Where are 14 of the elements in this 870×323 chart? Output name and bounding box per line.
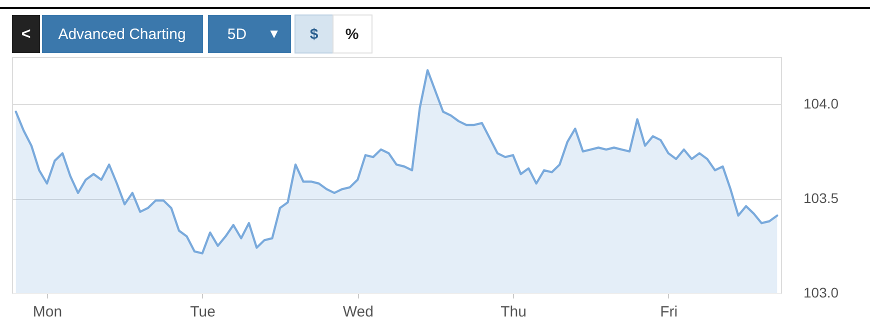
- y-tick-label: 103.0: [804, 284, 839, 300]
- text: <: [21, 26, 31, 43]
- text: Advanced Charting: [58, 26, 186, 43]
- x-tick-label: Thu: [500, 304, 526, 320]
- text: ▼: [268, 26, 280, 41]
- text: 5D: [227, 26, 247, 43]
- text: %: [345, 26, 359, 43]
- y-tick-label: 103.5: [804, 190, 839, 206]
- x-tick-label: Fri: [660, 304, 678, 320]
- y-tick-label: 104.0: [804, 96, 839, 112]
- text: $: [310, 26, 319, 43]
- x-tick-label: Mon: [32, 304, 62, 320]
- x-tick-label: Wed: [342, 304, 374, 320]
- x-tick-label: Tue: [190, 304, 216, 320]
